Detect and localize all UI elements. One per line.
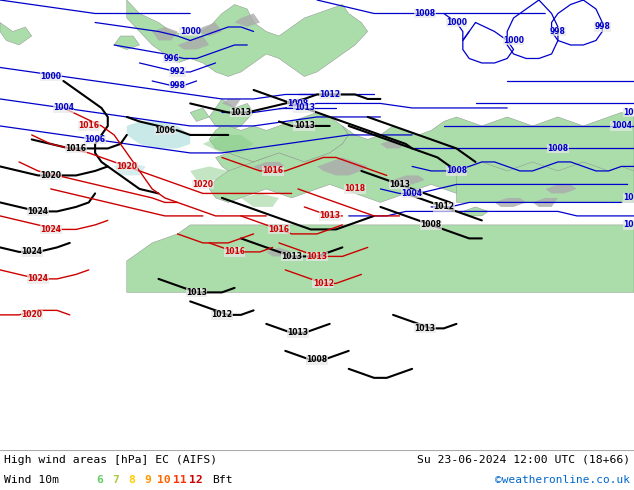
Text: 1013: 1013 [186,288,207,297]
Text: 10: 10 [157,475,171,485]
Text: 1016: 1016 [65,144,87,153]
Text: 1013: 1013 [414,324,436,333]
Text: 1016: 1016 [262,167,283,175]
Text: 1024: 1024 [40,225,61,234]
Text: 1024: 1024 [21,247,42,256]
Text: 1012: 1012 [433,202,455,211]
Polygon shape [209,112,349,162]
Polygon shape [178,36,209,49]
Polygon shape [463,207,488,216]
Text: 1006: 1006 [84,135,106,144]
Text: 1013: 1013 [294,122,315,130]
Polygon shape [209,99,254,130]
Text: 998: 998 [550,27,566,36]
Text: 11: 11 [173,475,187,485]
Text: 1004: 1004 [623,194,634,202]
Text: 996: 996 [164,54,179,63]
Text: 992: 992 [170,68,185,76]
Polygon shape [203,135,254,153]
Text: 1020: 1020 [192,180,214,189]
Text: 1008: 1008 [414,9,436,18]
Text: 1012: 1012 [313,279,334,288]
Text: 1004: 1004 [623,108,634,117]
Text: 1013: 1013 [389,180,410,189]
Polygon shape [495,198,526,207]
Text: 1013: 1013 [294,103,315,113]
Text: 998: 998 [594,23,611,31]
Text: 1013: 1013 [281,252,302,261]
Text: 1016: 1016 [78,122,100,130]
Polygon shape [235,14,260,27]
Polygon shape [127,122,190,148]
Text: 1008: 1008 [420,220,442,229]
Text: 1008: 1008 [446,167,467,175]
Text: 1004: 1004 [401,189,423,198]
Text: 998: 998 [169,81,186,90]
Text: 1018: 1018 [344,184,366,194]
Text: 1000: 1000 [179,27,201,36]
Text: 1013: 1013 [319,211,340,220]
Polygon shape [190,108,209,122]
Polygon shape [197,23,222,36]
Text: 1016: 1016 [268,225,290,234]
Polygon shape [317,157,368,175]
Text: 1024: 1024 [27,207,49,216]
Text: 9: 9 [145,475,152,485]
Polygon shape [114,36,139,49]
Polygon shape [209,112,634,202]
Text: High wind areas [hPa] EC (AIFS): High wind areas [hPa] EC (AIFS) [4,455,217,465]
Polygon shape [127,225,634,293]
Polygon shape [533,198,558,207]
Text: 1006: 1006 [154,126,176,135]
Text: Bft: Bft [212,475,233,485]
Polygon shape [216,153,285,184]
Polygon shape [380,140,406,148]
Text: 1024: 1024 [27,274,49,283]
Polygon shape [222,99,241,108]
Text: 1008: 1008 [547,144,569,153]
Text: 1000: 1000 [40,72,61,81]
Polygon shape [393,175,425,184]
Polygon shape [545,184,577,194]
Text: 6: 6 [96,475,103,485]
Polygon shape [190,167,228,180]
Text: ©weatheronline.co.uk: ©weatheronline.co.uk [495,475,630,485]
Polygon shape [254,162,285,171]
Text: 1004: 1004 [53,103,74,113]
Text: 1020: 1020 [21,310,42,319]
Text: 1012: 1012 [211,310,233,319]
Text: 1012: 1012 [319,90,340,99]
Text: 1004: 1004 [611,122,632,130]
Polygon shape [114,162,146,175]
Text: 1000: 1000 [446,18,467,27]
Text: 7: 7 [113,475,119,485]
Text: 1016: 1016 [224,247,245,256]
Text: Su 23-06-2024 12:00 UTC (18+66): Su 23-06-2024 12:00 UTC (18+66) [417,455,630,465]
Polygon shape [0,23,32,45]
Text: Wind 10m: Wind 10m [4,475,59,485]
Text: 12: 12 [189,475,203,485]
Polygon shape [152,27,178,41]
Polygon shape [266,247,292,256]
Text: 1013: 1013 [287,328,309,338]
Text: 1020: 1020 [116,162,138,171]
Polygon shape [241,194,279,207]
Text: 1008: 1008 [306,355,328,365]
Text: 1008: 1008 [287,99,309,108]
Polygon shape [456,162,634,202]
Text: 1020: 1020 [40,171,61,180]
Text: 1000: 1000 [623,220,634,229]
Text: 1000: 1000 [503,36,524,45]
Text: 1013: 1013 [230,108,252,117]
Polygon shape [127,0,368,76]
Text: 1013: 1013 [306,252,328,261]
Text: 8: 8 [129,475,136,485]
